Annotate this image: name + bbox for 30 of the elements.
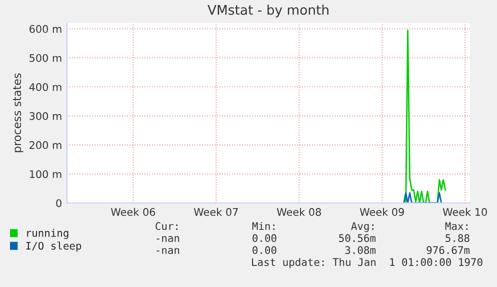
text: Cur:: [156, 222, 178, 230]
text: 976.67m: [426, 246, 470, 254]
legend-label: I/O sleep: [26, 242, 82, 252]
x-tick-label: Week 10: [442, 208, 487, 216]
text: 3.08m: [345, 246, 376, 254]
text: Avg:: [351, 222, 374, 232]
y-tick-label: 100 m: [30, 170, 62, 178]
y-tick-label: 400 m: [29, 83, 62, 91]
text: Max:: [445, 222, 468, 230]
x-tick-label: Week 09: [360, 208, 404, 216]
text: 5.88: [446, 234, 470, 242]
text: Last update: Thu Jan 1 01:00:00 1970: [252, 258, 482, 268]
x-tick-label: Week 08: [276, 208, 321, 216]
text: Min:: [252, 222, 274, 230]
y-axis-title: process states: [13, 73, 24, 152]
line-series: [405, 30, 446, 203]
text: 0.00: [252, 234, 276, 242]
text: 0.00: [252, 246, 276, 254]
x-tick-label: Week 07: [194, 208, 238, 216]
text: -nan: [156, 236, 180, 242]
y-tick-label: 0: [56, 199, 62, 208]
y-tick-label: 300 m: [30, 112, 62, 120]
text: 50.56m: [339, 234, 376, 242]
y-tick-label: 600 m: [30, 25, 62, 33]
y-tick-label: 500 m: [30, 54, 62, 62]
x-tick-label: Week 06: [110, 208, 156, 216]
chart-title: VMstat - by month: [208, 4, 328, 18]
legend-label: running: [27, 228, 68, 239]
text: -nan: [156, 248, 180, 254]
y-tick-label: 200 m: [30, 141, 62, 150]
